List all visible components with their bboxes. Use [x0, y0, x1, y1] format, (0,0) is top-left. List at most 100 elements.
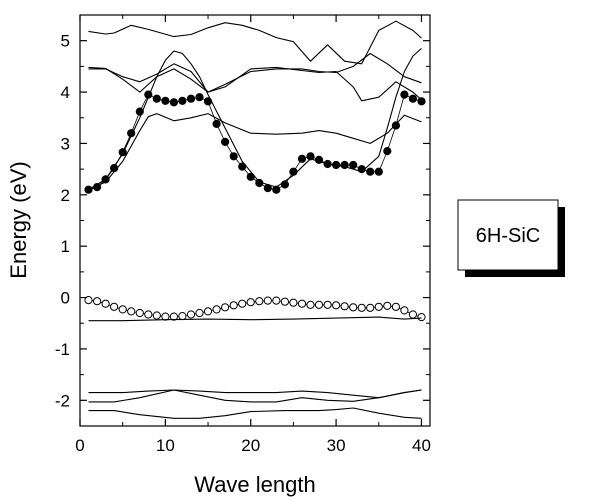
filled-marker-35: [383, 147, 392, 156]
filled-marker-15: [212, 119, 221, 129]
series-layer: [84, 20, 426, 419]
open-marker-17: [229, 301, 238, 310]
filled-marker-9: [161, 96, 170, 105]
plot-frame: [79, 14, 431, 427]
open-marker-24: [289, 298, 298, 307]
y-tick-label-0: 0: [61, 289, 70, 308]
filled-marker-25: [297, 154, 307, 163]
filled-marker-20: [255, 178, 264, 188]
open-marker-29: [332, 301, 341, 310]
x-tick-label-40: 40: [412, 436, 431, 455]
filled-marker-38: [408, 94, 417, 103]
band-line-7: [88, 316, 422, 322]
filled-marker-37: [400, 90, 409, 99]
open-marker-36: [391, 302, 400, 311]
filled-marker-24: [289, 167, 298, 176]
band-line-1: [88, 52, 422, 93]
open-marker-16: [221, 303, 230, 312]
open-marker-10: [169, 312, 178, 321]
open-marker-35: [383, 301, 392, 310]
open-marker-26: [306, 300, 315, 309]
open-marker-32: [357, 303, 366, 312]
y-tick-label-2: 2: [61, 186, 70, 205]
marker-series-line-5: [88, 94, 422, 191]
filled-marker-4: [118, 148, 127, 157]
y-axis-label: Energy (eV): [6, 161, 31, 278]
filled-marker-26: [306, 152, 315, 161]
open-marker-20: [255, 297, 264, 306]
filled-marker-3: [110, 164, 119, 173]
open-marker-21: [263, 296, 272, 305]
filled-marker-17: [229, 152, 238, 161]
filled-marker-33: [366, 167, 375, 176]
x-tick-label-10: 10: [156, 436, 175, 455]
band-line-8: [88, 389, 422, 399]
filled-marker-36: [391, 121, 400, 130]
filled-marker-5: [127, 129, 136, 138]
band-line-9: [88, 389, 422, 403]
open-marker-18: [238, 299, 247, 308]
open-marker-39: [417, 313, 426, 322]
ticks-layer: 0 10 20 30 40 -2 -1 0 1 2 3 4 5: [55, 14, 431, 455]
band-line-4: [88, 47, 422, 191]
y-tick-label--1: -1: [55, 340, 70, 359]
band-line-3: [88, 113, 422, 191]
filled-marker-0: [84, 185, 93, 194]
filled-marker-6: [135, 107, 144, 116]
y-tick-label-3: 3: [61, 134, 70, 153]
filled-marker-29: [332, 160, 341, 170]
open-marker-23: [280, 297, 289, 306]
open-marker-31: [349, 303, 358, 312]
open-marker-27: [314, 300, 324, 309]
filled-marker-16: [221, 137, 230, 146]
x-tick-label-0: 0: [75, 436, 84, 455]
open-marker-15: [212, 305, 221, 314]
open-marker-1: [93, 297, 102, 306]
filled-marker-2: [101, 175, 110, 184]
open-marker-13: [195, 308, 204, 318]
filled-marker-7: [144, 90, 153, 99]
band-line-2: [88, 63, 422, 102]
filled-marker-32: [357, 165, 366, 174]
filled-marker-27: [314, 155, 324, 164]
filled-marker-11: [178, 96, 187, 105]
filled-marker-34: [374, 167, 383, 176]
open-marker-14: [203, 307, 213, 316]
open-marker-25: [297, 299, 307, 308]
open-marker-11: [178, 312, 187, 321]
open-marker-12: [186, 310, 196, 319]
open-marker-4: [118, 305, 127, 314]
filled-marker-10: [169, 98, 178, 107]
filled-marker-21: [263, 184, 272, 193]
filled-marker-31: [349, 160, 358, 170]
y-tick-label-5: 5: [61, 32, 70, 51]
filled-marker-1: [93, 183, 102, 192]
open-marker-38: [408, 310, 417, 319]
filled-marker-12: [186, 94, 196, 103]
open-marker-37: [400, 306, 409, 315]
open-marker-34: [374, 302, 383, 311]
x-tick-label-30: 30: [327, 436, 346, 455]
y-tick-label-4: 4: [61, 83, 70, 102]
filled-marker-28: [323, 159, 332, 169]
inset-frame: [457, 199, 559, 271]
open-marker-19: [246, 298, 255, 307]
open-marker-22: [272, 296, 281, 305]
open-marker-30: [340, 302, 349, 311]
x-axis-label: Wave length: [194, 472, 315, 497]
filled-marker-14: [203, 97, 213, 106]
open-marker-33: [366, 303, 375, 312]
filled-marker-8: [152, 94, 161, 103]
inset-label: 6H-SiC: [476, 225, 540, 247]
open-marker-8: [152, 311, 161, 320]
band-line-0: [88, 20, 422, 65]
open-marker-2: [101, 299, 110, 308]
open-marker-6: [135, 308, 144, 318]
open-marker-28: [323, 300, 332, 309]
x-tick-label-20: 20: [241, 436, 260, 455]
marker-series-line-6: [88, 299, 422, 318]
open-marker-3: [110, 302, 119, 311]
band-line-10: [88, 407, 422, 419]
y-tick-label-1: 1: [61, 237, 70, 256]
